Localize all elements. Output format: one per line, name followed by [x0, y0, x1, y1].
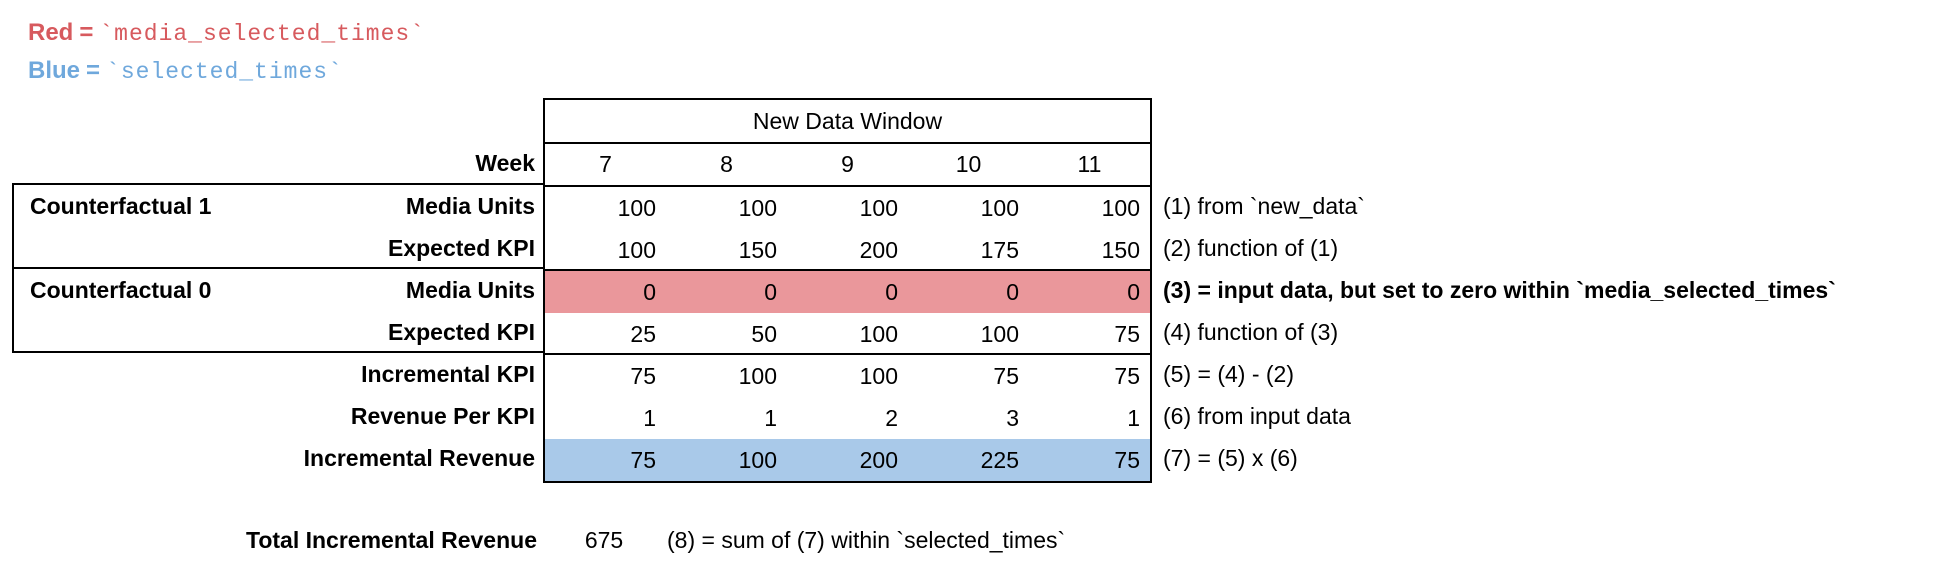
label-row-5: Incremental KPI — [0, 353, 535, 395]
label-row-2: Expected KPI — [0, 227, 535, 269]
metric-label-1: Media Units — [405, 193, 535, 219]
cell-r1-c1: 100 — [617, 195, 656, 221]
cell-r5-c4: 75 — [993, 363, 1019, 389]
group-label-1: Counterfactual 1 — [30, 193, 212, 219]
row-label-column: Counterfactual 1 Media Units Expected KPI C… — [0, 185, 535, 479]
group-label-2 — [0, 227, 388, 269]
cell-r3-c4: 0 — [1006, 279, 1019, 305]
group-label-4 — [0, 311, 388, 353]
label-row-3: Counterfactual 0 Media Units — [0, 269, 535, 311]
label-row-1: Counterfactual 1 Media Units — [0, 185, 535, 227]
cell-r7-c3: 200 — [859, 447, 898, 473]
group-label-7 — [0, 437, 304, 479]
cell-r2-c3: 200 — [859, 237, 898, 263]
group-label-6 — [0, 395, 351, 437]
metric-label-6: Revenue Per KPI — [350, 403, 535, 429]
week-cell-10: 10 — [955, 151, 982, 177]
legend-red-word: Red — [28, 19, 74, 46]
metric-label-5: Incremental KPI — [361, 361, 535, 387]
annotation-column: (1) from `new_data` (2) function of (1) (3… — [1163, 185, 1836, 479]
cell-r1-c2: 100 — [738, 195, 777, 221]
legend-blue-code: `selected_times` — [106, 59, 343, 85]
week-cell-9: 9 — [841, 151, 854, 177]
color-legend: Red = `media_selected_times` Blue = `selecte… — [28, 14, 425, 90]
label-row-7: Incremental Revenue — [0, 437, 535, 479]
cell-r3-c3: 0 — [885, 279, 898, 305]
legend-red-code: `media_selected_times` — [99, 21, 426, 47]
table-row-5: 75 100 100 75 75 — [545, 355, 1150, 397]
cell-r1-c4: 100 — [980, 195, 1019, 221]
cell-r1-c3: 100 — [859, 195, 898, 221]
cell-r6-c4: 3 — [1006, 405, 1019, 431]
annotation-7: (7) = (5) x (6) — [1163, 445, 1298, 471]
week-cell-8: 8 — [720, 151, 733, 177]
label-row-6: Revenue Per KPI — [0, 395, 535, 437]
group-label-5 — [0, 353, 361, 395]
table-row-4: 25 50 100 100 75 — [545, 313, 1150, 355]
cell-r6-c2: 1 — [764, 405, 777, 431]
cell-r6-c5: 1 — [1127, 405, 1140, 431]
legend-red-equals: = — [79, 19, 94, 46]
annotation-4: (4) function of (3) — [1163, 319, 1339, 345]
cell-r2-c1: 100 — [617, 237, 656, 263]
legend-blue-word: Blue — [28, 57, 81, 84]
cell-r5-c5: 75 — [1114, 363, 1140, 389]
metric-label-7: Incremental Revenue — [303, 445, 535, 471]
label-row-4: Expected KPI — [0, 311, 535, 353]
group-label-3: Counterfactual 0 — [30, 277, 212, 303]
table-header-new-data-window: New Data Window — [545, 100, 1150, 144]
cell-r7-c1: 75 — [630, 447, 656, 473]
cell-r6-c3: 2 — [885, 405, 898, 431]
cell-r1-c5: 100 — [1101, 195, 1140, 221]
table-row-7: 75 100 200 225 75 — [545, 439, 1150, 481]
cell-r4-c3: 100 — [859, 321, 898, 347]
metric-label-2: Expected KPI — [388, 235, 535, 261]
week-number-row: 7 8 9 10 11 — [545, 144, 1150, 187]
legend-blue-line: Blue = `selected_times` — [28, 52, 425, 90]
cell-r7-c5: 75 — [1114, 447, 1140, 473]
annotation-1: (1) from `new_data` — [1163, 193, 1365, 219]
metric-label-4: Expected KPI — [388, 319, 535, 345]
table-row-6: 1 1 2 3 1 — [545, 397, 1150, 439]
data-table: New Data Window 7 8 9 10 11 100 100 100 100 100 1… — [543, 98, 1152, 483]
table-row-2: 100 150 200 175 150 — [545, 229, 1150, 271]
cell-r3-c1: 0 — [643, 279, 656, 305]
annotation-5: (5) = (4) - (2) — [1163, 361, 1294, 387]
cell-r2-c2: 150 — [738, 237, 777, 263]
week-row-label: Week — [475, 150, 535, 176]
cell-r4-c5: 75 — [1114, 321, 1140, 347]
cell-r3-c5: 0 — [1127, 279, 1140, 305]
annotation-3: (3) = input data, but set to zero within… — [1163, 277, 1836, 303]
total-incremental-revenue-label: Total Incremental Revenue — [246, 527, 537, 553]
cell-r2-c4: 175 — [980, 237, 1019, 263]
week-cell-11: 11 — [1077, 151, 1102, 177]
cell-r4-c2: 50 — [751, 321, 777, 347]
cell-r5-c3: 100 — [859, 363, 898, 389]
cell-r5-c1: 75 — [630, 363, 656, 389]
cell-r7-c2: 100 — [738, 447, 777, 473]
cell-r6-c1: 1 — [643, 405, 656, 431]
data-rows: 100 100 100 100 100 100 150 200 175 150 0 0 0 0 0 25 50 1… — [545, 187, 1150, 481]
week-cell-7: 7 — [599, 151, 612, 177]
legend-red-line: Red = `media_selected_times` — [28, 14, 425, 52]
annotation-2: (2) function of (1) — [1163, 235, 1339, 261]
cell-r2-c5: 150 — [1101, 237, 1140, 263]
annotation-6: (6) from input data — [1163, 403, 1351, 429]
table-row-3: 0 0 0 0 0 — [545, 271, 1150, 313]
legend-blue-equals: = — [86, 57, 101, 84]
cell-r7-c4: 225 — [980, 447, 1019, 473]
metric-label-3: Media Units — [405, 277, 535, 303]
cell-r4-c1: 25 — [630, 321, 656, 347]
total-incremental-revenue-value: 675 — [584, 527, 624, 553]
total-annotation: (8) = sum of (7) within `selected_times` — [667, 527, 1066, 553]
cell-r5-c2: 100 — [738, 363, 777, 389]
cell-r3-c2: 0 — [764, 279, 777, 305]
table-row-1: 100 100 100 100 100 — [545, 187, 1150, 229]
cell-r4-c4: 100 — [980, 321, 1019, 347]
